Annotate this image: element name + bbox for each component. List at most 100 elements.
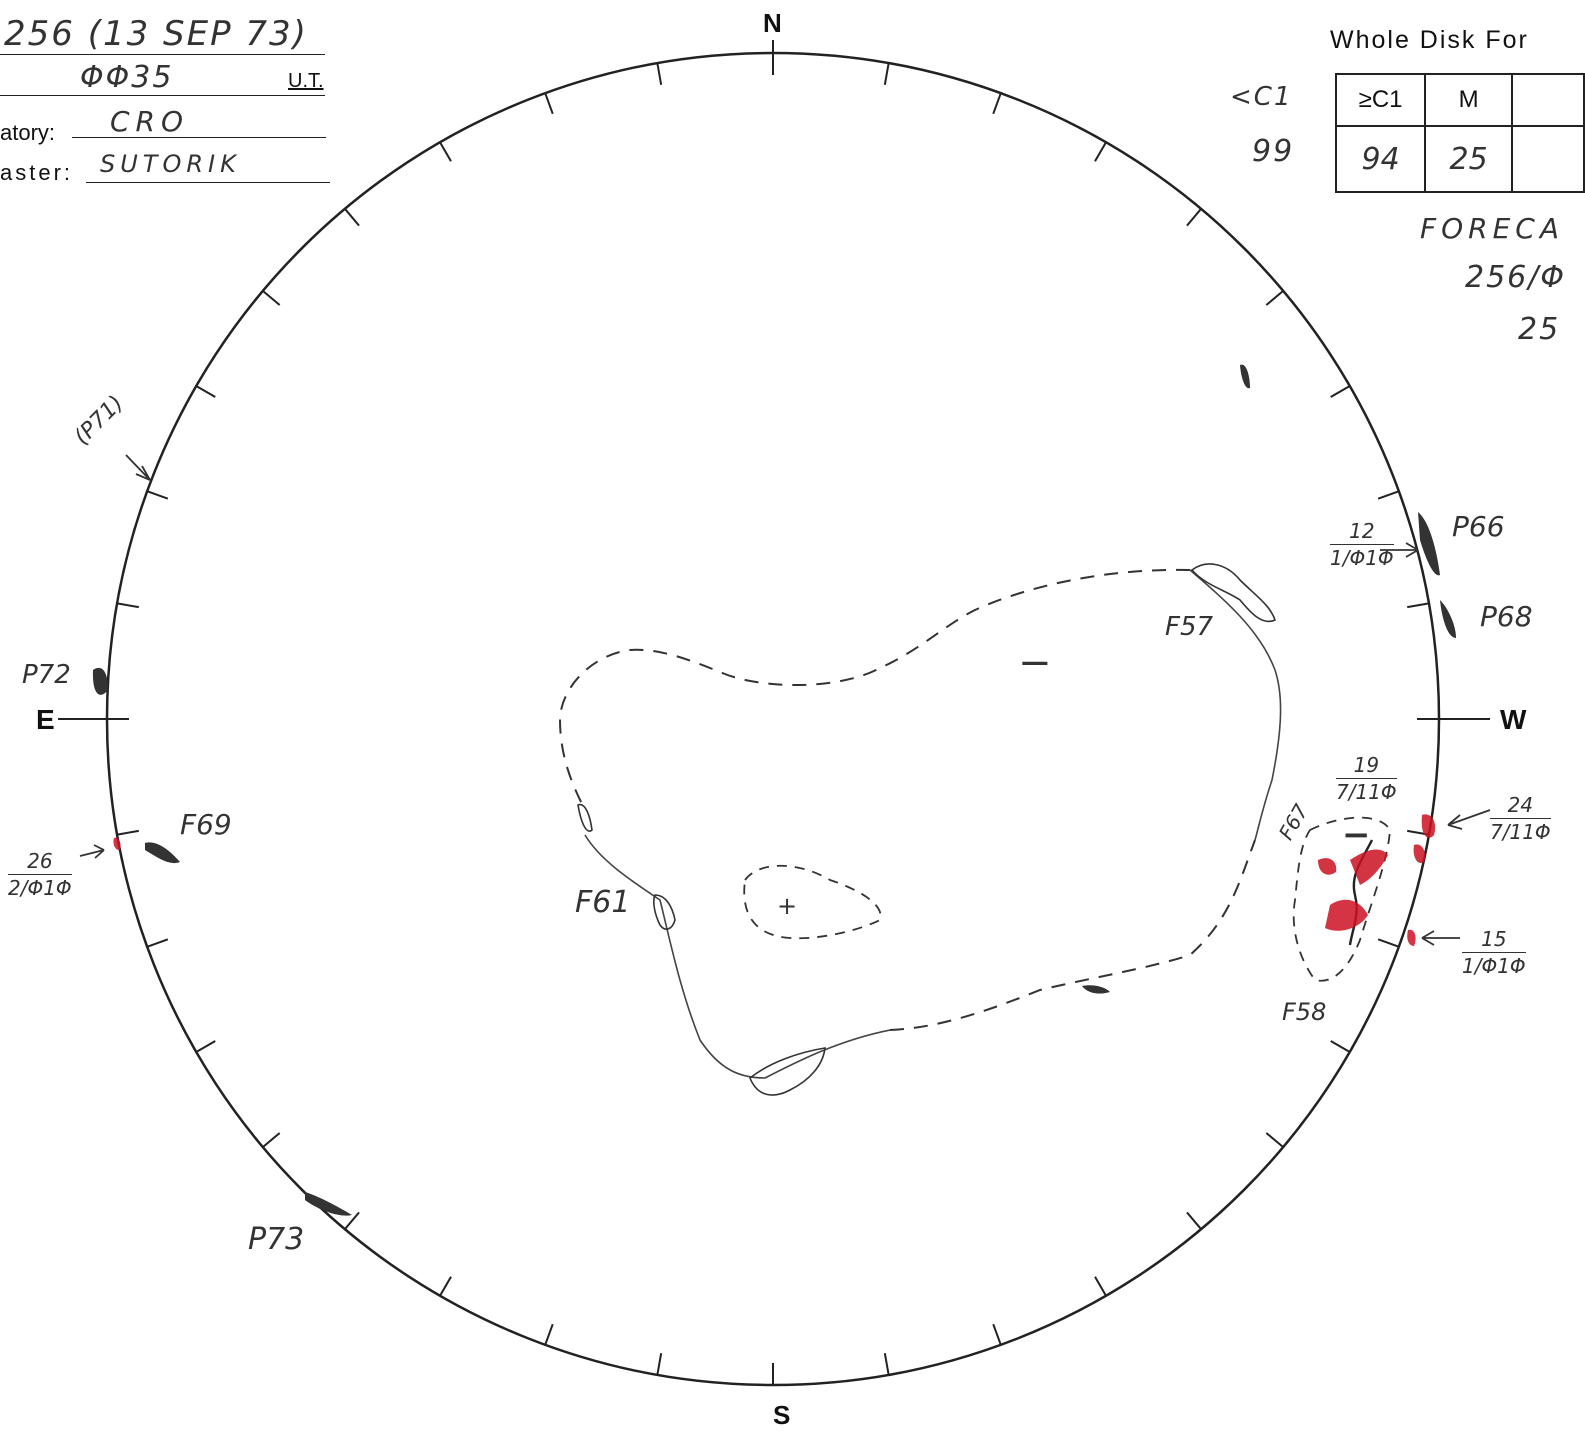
limb-tick: [1330, 385, 1351, 398]
annotation-26-den: 2/Φ1Φ: [8, 876, 72, 900]
day-date: 256 (13 SEP 73): [4, 14, 308, 54]
minus-sign-upper: −: [1018, 640, 1052, 686]
annotation-19: 19 7/11Φ: [1336, 752, 1397, 805]
annotation-24-num: 24: [1490, 792, 1551, 819]
time-underline: [0, 95, 325, 96]
value-c1: 94: [1334, 125, 1427, 193]
limb-tick: [1407, 602, 1430, 609]
limb-tick: [439, 1276, 452, 1297]
compass-south: S: [773, 1400, 791, 1430]
limb-tick: [344, 208, 360, 227]
neutral-line-right: [1189, 569, 1282, 841]
arrow-15: [1421, 930, 1460, 946]
annotation-12: 12 1/Φ1Φ: [1330, 518, 1394, 571]
limb-tick: [195, 385, 216, 398]
limb-tick: [1377, 490, 1400, 500]
arrow-12: [1380, 542, 1419, 558]
neutral-line-dashed-bottom: [889, 839, 1256, 1031]
limb-tick: [1265, 290, 1284, 306]
forecast-line-1: 256/Φ: [1465, 260, 1566, 295]
annotation-arrows: [79, 454, 1491, 946]
label-f69: F69: [180, 808, 232, 841]
limb-tick: [146, 938, 169, 948]
limb-tick: [1265, 1132, 1284, 1148]
p68-blob: [1440, 600, 1456, 638]
less-c1-value: 99: [1252, 134, 1295, 169]
label-p68: P68: [1480, 600, 1533, 633]
annotation-12-den: 1/Φ1Φ: [1330, 546, 1394, 570]
limb-tick: [883, 62, 890, 85]
left-hatch: [577, 803, 593, 832]
f69-blob: [145, 842, 180, 864]
limb-tick: [1186, 208, 1202, 227]
red-region: [1407, 929, 1416, 946]
arrow-26: [79, 844, 105, 859]
annotation-15-den: 1/Φ1Φ: [1462, 954, 1526, 978]
limb-tick: [883, 1353, 890, 1376]
red-region: [1421, 814, 1436, 838]
limb-tick: [262, 1132, 281, 1148]
limb-tick: [992, 1323, 1002, 1346]
table-cell-empty: [1511, 73, 1585, 127]
table-cell-empty: [1511, 125, 1585, 193]
less-c1-label: <C1: [1230, 82, 1293, 112]
header-m: M: [1424, 73, 1514, 127]
time-unit: U.T.: [288, 70, 324, 92]
limb-tick: [656, 62, 663, 85]
f58-dashed-contour: [1292, 816, 1391, 982]
annotation-19-num: 19: [1336, 752, 1397, 779]
forecast-title: FORECA: [1420, 212, 1564, 245]
whole-disk-title: Whole Disk For: [1330, 26, 1529, 54]
forecaster-label: aster:: [0, 160, 74, 185]
limb-prominences: [92, 364, 1456, 1216]
limb-tick: [195, 1040, 216, 1053]
limb-tick: [344, 1211, 360, 1230]
f61-hatch: [653, 894, 676, 930]
time-value: ΦΦ35: [80, 60, 174, 95]
small-blob: [1240, 364, 1250, 389]
red-region: [1325, 899, 1368, 931]
limb-tick: [116, 602, 139, 609]
red-region: [113, 837, 121, 851]
plus-sign-center: +: [777, 892, 798, 920]
hatched-features: [577, 563, 1276, 1096]
p72-blob: [92, 667, 108, 695]
red-region: [1413, 844, 1426, 864]
limb-tick: [1377, 938, 1400, 948]
observatory-underline: [72, 137, 326, 138]
label-f61: F61: [575, 885, 631, 920]
compass-north: N: [763, 8, 782, 38]
label-f57: F57: [1165, 612, 1214, 642]
compass-east: E: [36, 704, 55, 735]
limb-tick: [544, 92, 554, 115]
annotation-26: 26 2/Φ1Φ: [8, 848, 72, 901]
probability-table: ≥C1 M 94 25: [1334, 73, 1585, 193]
red-region: [1318, 858, 1337, 875]
p73-blob: [305, 1192, 352, 1216]
limb-tick: [656, 1353, 663, 1376]
solar-limb: [105, 51, 1441, 1387]
limb-tick: [544, 1323, 554, 1346]
observatory-label: atory:: [0, 120, 56, 145]
minus-sign-f58: −: [1342, 815, 1371, 855]
bottom-hatch: [749, 1047, 826, 1096]
value-m: 25: [1424, 125, 1514, 193]
forecaster-value: SUTORIK: [100, 150, 241, 178]
limb-tick: [439, 141, 452, 162]
limb-tick: [262, 290, 281, 306]
annotation-26-num: 26: [8, 848, 72, 875]
annotation-24: 24 7/11Φ: [1490, 792, 1551, 845]
limb-tick: [1186, 1211, 1202, 1230]
compass-west: W: [1500, 704, 1527, 735]
limb-tick: [1094, 141, 1107, 162]
annotation-19-den: 7/11Φ: [1336, 780, 1397, 804]
neutral-line-solid: [584, 834, 891, 1079]
limb-tick: [146, 490, 169, 500]
p66-blob: [1418, 512, 1440, 576]
forecast-line-2: 25: [1518, 312, 1561, 347]
small-blob: [1082, 985, 1110, 994]
neutral-line-dashed-large: [558, 568, 1191, 811]
day-date-underline: [0, 54, 325, 55]
label-p72: P72: [22, 660, 71, 690]
center-dashed-contour: [743, 864, 882, 940]
